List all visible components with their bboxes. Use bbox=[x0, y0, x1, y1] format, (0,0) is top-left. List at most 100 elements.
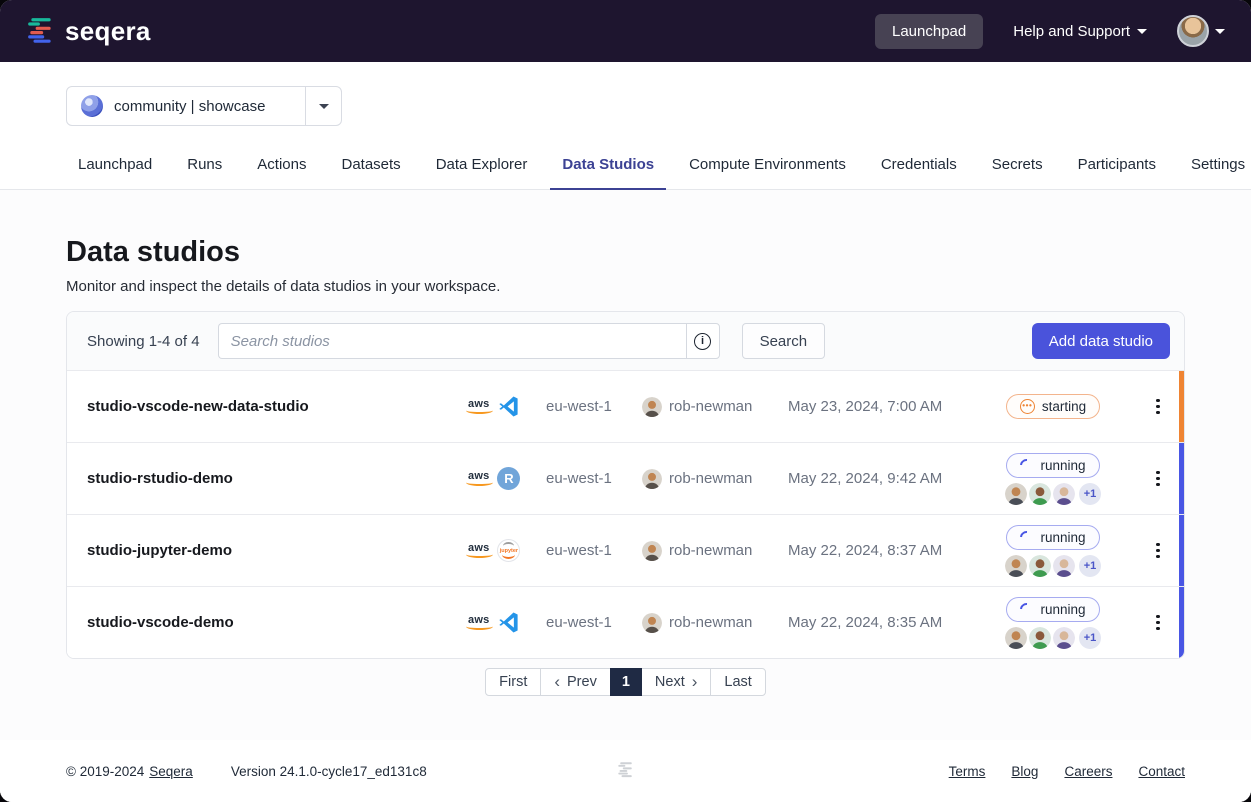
starting-ellipsis-icon: ••• bbox=[1019, 399, 1035, 414]
kebab-menu-icon[interactable] bbox=[1150, 609, 1166, 637]
studio-name[interactable]: studio-rstudio-demo bbox=[87, 470, 233, 487]
workspace-dropdown-toggle[interactable] bbox=[305, 87, 341, 125]
add-data-studio-button[interactable]: Add data studio bbox=[1031, 323, 1170, 359]
tab-datasets[interactable]: Datasets bbox=[341, 156, 401, 173]
tab-secrets[interactable]: Secrets bbox=[991, 156, 1043, 173]
app-icon-slot: jupyter bbox=[497, 539, 521, 562]
footer-link-contact[interactable]: Contact bbox=[1138, 763, 1185, 779]
tab-launchpad[interactable]: Launchpad bbox=[78, 156, 153, 173]
row-actions bbox=[1132, 537, 1184, 565]
member-avatar bbox=[1053, 482, 1075, 505]
launchpad-button[interactable]: Launchpad bbox=[875, 13, 984, 49]
table-row[interactable]: studio-vscode-new-data-studio aws eu-wes… bbox=[67, 370, 1184, 442]
footer: © 2019-2024 Seqera Version 24.1.0-cycle1… bbox=[0, 740, 1251, 802]
chevron-down-icon bbox=[1215, 28, 1225, 34]
chevron-down-icon bbox=[1137, 28, 1147, 34]
top-navbar: seqera Launchpad Help and Support bbox=[0, 0, 1251, 62]
studio-platform-icons: aws bbox=[466, 395, 546, 418]
extra-members-badge[interactable]: +1 bbox=[1079, 482, 1101, 505]
status-label: running bbox=[1040, 457, 1086, 473]
pagination: First ‹ Prev 1 Next › Last bbox=[66, 668, 1185, 696]
table-row[interactable]: studio-vscode-demo aws eu-west-1 rob-new… bbox=[67, 586, 1184, 658]
tab-participants[interactable]: Participants bbox=[1077, 156, 1156, 173]
chevron-down-icon bbox=[318, 103, 329, 109]
help-and-support-menu[interactable]: Help and Support bbox=[1013, 23, 1147, 40]
table-row[interactable]: studio-rstudio-demo aws R eu-west-1 rob-… bbox=[67, 442, 1184, 514]
member-avatar bbox=[1053, 554, 1075, 577]
studio-name[interactable]: studio-vscode-new-data-studio bbox=[87, 398, 309, 415]
footer-link-careers[interactable]: Careers bbox=[1064, 763, 1113, 779]
seqera-footer-link[interactable]: Seqera bbox=[149, 763, 193, 779]
owner-name: rob-newman bbox=[669, 614, 753, 631]
status-badge: ••• running bbox=[1006, 452, 1100, 478]
extra-members-badge[interactable]: +1 bbox=[1079, 554, 1101, 577]
tab-data-studios[interactable]: Data Studios bbox=[550, 156, 667, 190]
help-and-support-label: Help and Support bbox=[1013, 22, 1130, 40]
seqera-logo[interactable]: seqera bbox=[26, 16, 151, 47]
owner-avatar bbox=[642, 540, 662, 561]
pagination-page-1[interactable]: 1 bbox=[609, 668, 642, 696]
region-label: eu-west-1 bbox=[546, 542, 612, 559]
workspace-row: community | showcase bbox=[0, 62, 1251, 126]
region-label: eu-west-1 bbox=[546, 614, 612, 631]
table-row[interactable]: studio-jupyter-demo aws jupyter eu-west-… bbox=[67, 514, 1184, 586]
extra-members-badge[interactable]: +1 bbox=[1079, 626, 1101, 649]
page-subtitle: Monitor and inspect the details of data … bbox=[66, 278, 501, 295]
pagination-last[interactable]: Last bbox=[710, 668, 766, 696]
pagination-prev[interactable]: ‹ Prev bbox=[540, 668, 611, 696]
tab-data-explorer[interactable]: Data Explorer bbox=[435, 156, 528, 173]
info-icon: i bbox=[694, 332, 712, 350]
studio-owner: rob-newman bbox=[642, 396, 788, 417]
pagination-next[interactable]: Next › bbox=[640, 668, 712, 696]
studio-platform-icons: aws jupyter bbox=[466, 539, 546, 562]
studio-platform-icons: aws bbox=[466, 611, 546, 634]
pagination-first[interactable]: First bbox=[485, 668, 542, 696]
workspace-label: community | showcase bbox=[114, 97, 266, 115]
user-menu[interactable] bbox=[1177, 15, 1225, 47]
kebab-menu-icon[interactable] bbox=[1150, 465, 1166, 493]
search-input[interactable] bbox=[217, 323, 686, 359]
status-label: running bbox=[1040, 529, 1086, 545]
page-content: Data studios Monitor and inspect the det… bbox=[0, 190, 1251, 696]
created-date: May 23, 2024, 7:00 AM bbox=[788, 398, 943, 415]
app-icon-slot bbox=[497, 395, 520, 418]
footer-link-blog[interactable]: Blog bbox=[1011, 763, 1039, 779]
jupyter-icon: jupyter bbox=[497, 539, 521, 562]
status-cell: ••• running +1 bbox=[974, 596, 1132, 649]
owner-name: rob-newman bbox=[669, 470, 753, 487]
version-label: Version 24.1.0-cycle17_ed131c8 bbox=[230, 763, 427, 779]
workspace-tabs: Launchpad Runs Actions Datasets Data Explore… bbox=[0, 126, 1251, 190]
search-button[interactable]: Search bbox=[741, 323, 826, 359]
owner-avatar bbox=[642, 468, 662, 489]
workspace-selector[interactable]: community | showcase bbox=[66, 86, 343, 126]
footer-link-terms[interactable]: Terms bbox=[948, 763, 986, 779]
seqera-logo-icon bbox=[28, 18, 51, 43]
tab-runs[interactable]: Runs bbox=[187, 156, 223, 173]
member-avatar bbox=[1005, 554, 1027, 577]
owner-avatar bbox=[642, 612, 662, 633]
search-group: i bbox=[217, 323, 720, 359]
search-info-button[interactable]: i bbox=[685, 323, 720, 359]
studio-owner: rob-newman bbox=[642, 468, 788, 489]
studios-toolbar: Showing 1-4 of 4 i Search Add data studi… bbox=[67, 312, 1184, 370]
running-spinner-icon bbox=[1017, 527, 1037, 547]
members-avatars: +1 bbox=[1005, 554, 1101, 577]
tab-settings[interactable]: Settings bbox=[1190, 156, 1246, 173]
status-cell: ••• running +1 bbox=[974, 524, 1132, 577]
tab-credentials[interactable]: Credentials bbox=[880, 156, 957, 173]
region-label: eu-west-1 bbox=[546, 398, 612, 415]
pagination-prev-label: Prev bbox=[567, 674, 597, 690]
kebab-menu-icon[interactable] bbox=[1150, 393, 1166, 421]
owner-avatar bbox=[642, 396, 662, 417]
members-avatars: +1 bbox=[1005, 482, 1101, 505]
kebab-menu-icon[interactable] bbox=[1150, 537, 1166, 565]
running-spinner-icon bbox=[1017, 599, 1037, 619]
tab-compute-environments[interactable]: Compute Environments bbox=[689, 156, 846, 173]
tab-actions[interactable]: Actions bbox=[257, 156, 307, 173]
studio-name[interactable]: studio-vscode-demo bbox=[87, 614, 234, 631]
status-cell: ••• starting bbox=[974, 394, 1132, 419]
studio-name[interactable]: studio-jupyter-demo bbox=[87, 542, 232, 559]
running-spinner-icon bbox=[1017, 455, 1037, 475]
app-icon-slot bbox=[497, 611, 520, 634]
member-avatar bbox=[1029, 482, 1051, 505]
